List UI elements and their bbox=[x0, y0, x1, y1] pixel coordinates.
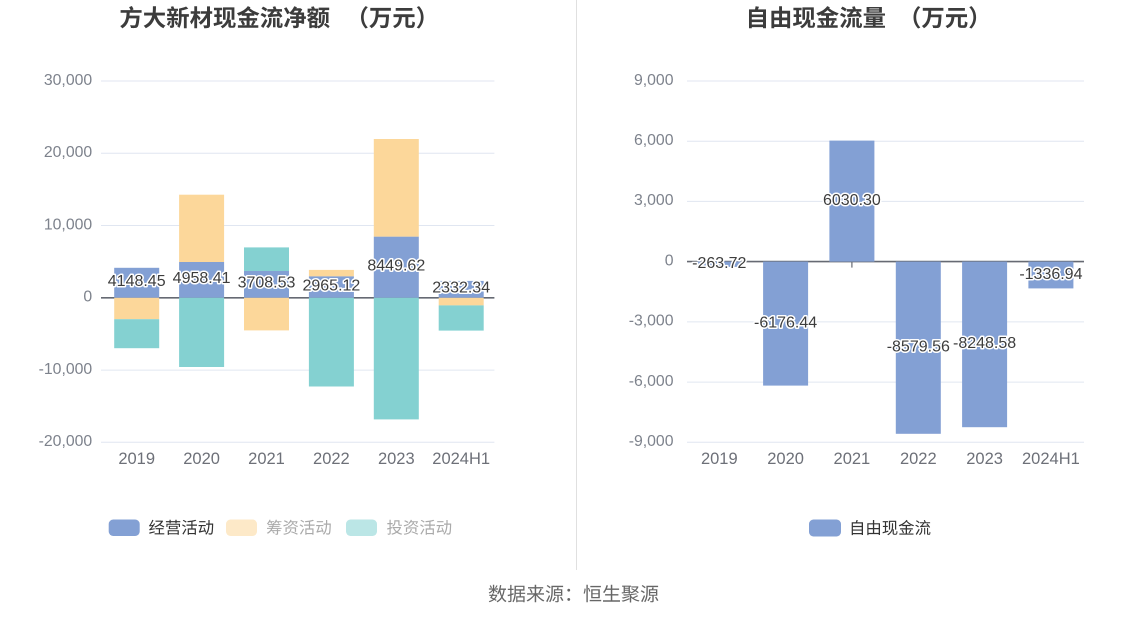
svg-text:-8579.56: -8579.56 bbox=[887, 339, 950, 356]
svg-text:2023: 2023 bbox=[966, 450, 1003, 468]
svg-text:-3,000: -3,000 bbox=[629, 313, 674, 330]
svg-text:2023: 2023 bbox=[378, 450, 415, 468]
svg-text:-6176.44: -6176.44 bbox=[754, 314, 817, 331]
svg-text:-9,000: -9,000 bbox=[629, 433, 674, 450]
svg-text:-6,000: -6,000 bbox=[629, 373, 674, 390]
svg-text:10,000: 10,000 bbox=[44, 216, 93, 233]
svg-text:3,000: 3,000 bbox=[634, 192, 674, 209]
svg-text:30,000: 30,000 bbox=[44, 72, 93, 89]
svg-text:0: 0 bbox=[665, 252, 674, 269]
svg-text:4148.45: 4148.45 bbox=[108, 273, 166, 290]
svg-text:6,000: 6,000 bbox=[634, 132, 674, 149]
svg-text:2020: 2020 bbox=[183, 450, 220, 468]
svg-text:8449.62: 8449.62 bbox=[367, 258, 425, 275]
svg-text:2024H1: 2024H1 bbox=[432, 450, 490, 468]
svg-text:3708.53: 3708.53 bbox=[238, 275, 296, 292]
svg-text:-20,000: -20,000 bbox=[39, 433, 93, 450]
svg-text:2022: 2022 bbox=[313, 450, 350, 468]
svg-text:2024H1: 2024H1 bbox=[1022, 450, 1080, 468]
svg-text:9,000: 9,000 bbox=[634, 72, 674, 89]
svg-text:2965.12: 2965.12 bbox=[302, 277, 360, 294]
svg-text:6030.30: 6030.30 bbox=[823, 192, 881, 209]
svg-text:-8248.58: -8248.58 bbox=[953, 335, 1016, 352]
svg-text:4958.41: 4958.41 bbox=[173, 270, 231, 287]
svg-text:2022: 2022 bbox=[900, 450, 937, 468]
svg-text:-1336.94: -1336.94 bbox=[1019, 266, 1082, 283]
svg-text:2332.34: 2332.34 bbox=[432, 280, 490, 297]
svg-text:0: 0 bbox=[83, 289, 92, 306]
svg-text:2019: 2019 bbox=[701, 450, 738, 468]
svg-text:20,000: 20,000 bbox=[44, 144, 93, 161]
svg-text:2021: 2021 bbox=[248, 450, 285, 468]
svg-text:2020: 2020 bbox=[767, 450, 804, 468]
svg-text:2021: 2021 bbox=[834, 450, 871, 468]
svg-text:-263.72: -263.72 bbox=[692, 255, 746, 272]
svg-text:-10,000: -10,000 bbox=[39, 361, 93, 378]
svg-text:2019: 2019 bbox=[118, 450, 155, 468]
